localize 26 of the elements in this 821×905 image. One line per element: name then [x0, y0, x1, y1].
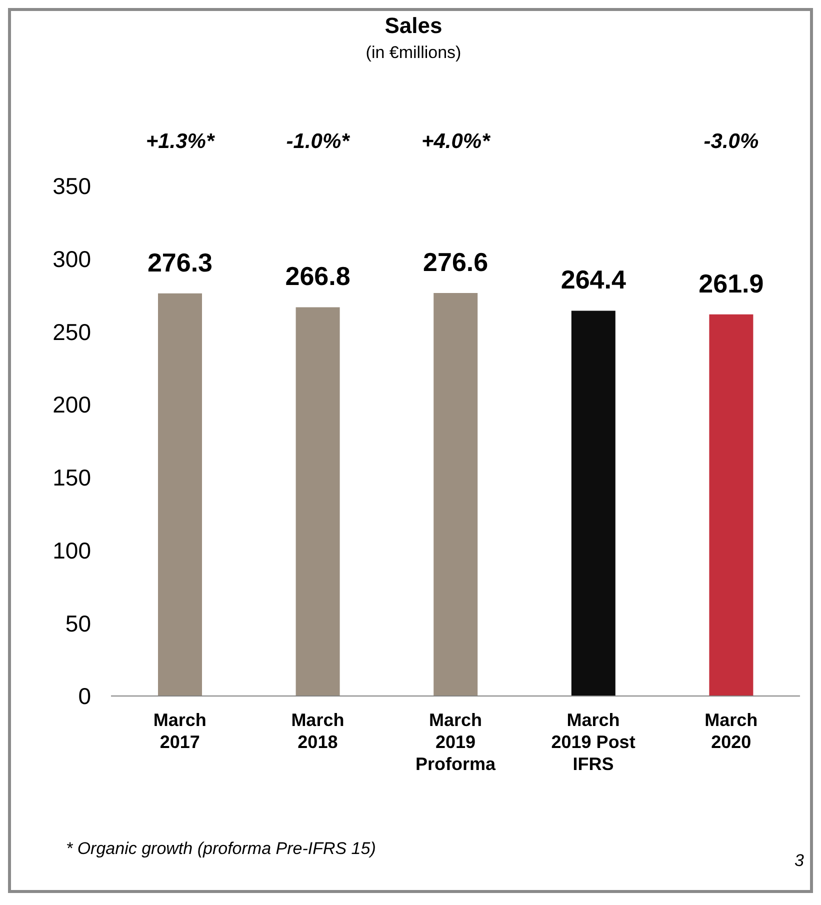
text: * Organic growth (proforma Pre-IFRS 15): [66, 839, 376, 859]
x-tick-label: March 2018: [291, 710, 344, 752]
y-tick-label: 350: [52, 173, 91, 200]
data-label: 266.8: [285, 261, 350, 292]
text: -1.0%*: [286, 130, 350, 153]
y-tick-label: 0: [78, 683, 91, 710]
x-tick-label: March 2017: [153, 710, 206, 752]
data-label: 261.9: [698, 268, 764, 298]
x-tick-label: March 2020: [704, 710, 758, 752]
chart-subtitle: (in €millions): [364, 43, 462, 63]
x-tick-label: March 2019 Post IFRS: [551, 710, 636, 774]
data-label: 264.4: [560, 264, 626, 295]
text: -3.0%: [704, 130, 759, 153]
y-tick-label: 200: [52, 392, 91, 418]
y-tick-label: 300: [52, 246, 91, 272]
x-tick-label: March 2019 Proforma: [415, 710, 496, 774]
data-label: 276.6: [423, 246, 488, 277]
text: +4.0%*: [421, 130, 491, 153]
text: +1.3%*: [146, 130, 215, 153]
text: 3: [794, 851, 804, 871]
y-tick-label: 150: [52, 464, 91, 491]
chart-title: Sales: [384, 13, 444, 39]
y-tick-label: 50: [65, 610, 91, 636]
data-label: 276.3: [147, 247, 213, 278]
y-tick-label: 250: [52, 318, 91, 345]
y-tick-label: 100: [52, 537, 91, 564]
